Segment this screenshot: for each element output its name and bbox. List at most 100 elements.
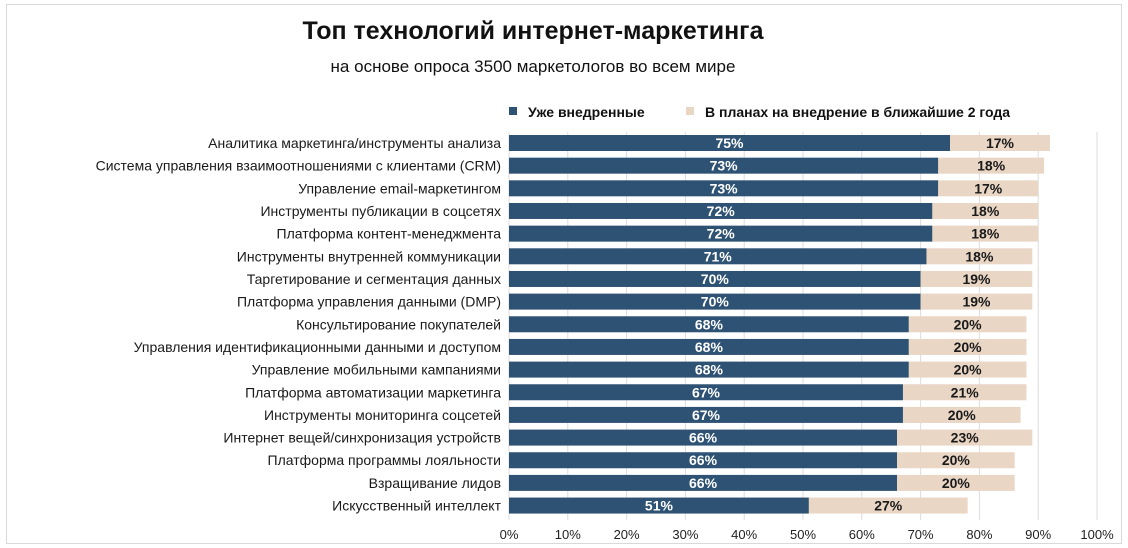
data-label: 23% [951, 430, 980, 446]
bar-implemented [509, 270, 921, 287]
bar-implemented [509, 180, 939, 197]
bar-implemented [509, 248, 927, 265]
legend-label: В планах на внедрение в ближайшие 2 года [705, 104, 1010, 120]
data-label: 67% [692, 407, 721, 423]
chart-title: Топ технологий интернет-маркетинга [302, 17, 764, 45]
bar-implemented [509, 157, 939, 174]
category-label: Инструменты публикации в соцсетях [260, 203, 501, 219]
legend-swatch [686, 107, 694, 115]
x-tick-label: 10% [555, 527, 581, 542]
x-tick-label: 50% [790, 527, 816, 542]
data-label: 27% [874, 498, 903, 514]
data-label: 20% [948, 407, 977, 423]
data-label: 71% [704, 248, 733, 264]
data-label: 68% [695, 362, 724, 378]
data-label: 73% [710, 158, 739, 174]
category-label: Управление мобильными кампаниями [252, 362, 501, 378]
category-label: Инструменты внутренней коммуникации [237, 248, 501, 264]
category-label: Взращивание лидов [369, 475, 501, 491]
data-label: 75% [715, 135, 744, 151]
data-label: 67% [692, 384, 721, 400]
x-tick-label: 40% [731, 527, 757, 542]
category-label: Платформа управления данными (DMP) [237, 294, 501, 310]
x-tick-label: 30% [672, 527, 698, 542]
bar-planned [808, 497, 968, 514]
category-label: Инструменты мониторинга соцсетей [264, 407, 501, 423]
bar-planned [902, 384, 1027, 401]
data-label: 66% [689, 452, 718, 468]
data-label: 21% [951, 384, 980, 400]
x-tick-label: 100% [1080, 527, 1114, 542]
data-label: 72% [707, 226, 736, 242]
data-label: 66% [689, 430, 718, 446]
category-label: Управления идентификационными данными и … [134, 339, 501, 355]
bar-implemented [509, 474, 898, 491]
bar-planned [897, 429, 1033, 446]
bar-planned [920, 270, 1033, 287]
bar-planned [932, 202, 1039, 219]
chart-frame [6, 4, 1122, 544]
data-label: 72% [707, 203, 736, 219]
bar-implemented [509, 316, 909, 333]
x-tick-label: 70% [908, 527, 934, 542]
bar-planned [908, 338, 1027, 355]
data-label: 19% [962, 294, 991, 310]
bar-planned [932, 225, 1039, 242]
data-label: 73% [710, 180, 739, 196]
bar-implemented [509, 384, 903, 401]
bar-implemented [509, 361, 909, 378]
data-label: 20% [942, 475, 971, 491]
bar-planned [950, 135, 1050, 151]
category-label: Платформа автоматизации маркетинга [245, 384, 501, 400]
bar-planned [902, 406, 1021, 423]
data-label: 51% [645, 498, 674, 514]
bar-planned [908, 361, 1027, 378]
data-label: 18% [977, 158, 1006, 174]
bar-planned [897, 452, 1015, 469]
x-tick-label: 0% [500, 527, 519, 542]
bar-implemented [509, 202, 933, 219]
x-tick-label: 90% [1025, 527, 1051, 542]
x-tick-label: 20% [614, 527, 640, 542]
data-label: 18% [965, 248, 994, 264]
category-label: Управление email-маркетингом [298, 180, 501, 196]
bar-planned [897, 474, 1015, 491]
category-label: Платформа программы лояльности [268, 452, 501, 468]
bar-implemented [509, 497, 809, 514]
bar-planned [938, 157, 1045, 174]
bar-planned [920, 293, 1033, 310]
bar-implemented [509, 225, 933, 242]
data-label: 18% [971, 226, 1000, 242]
category-label: Консультирование покупателей [296, 316, 501, 332]
category-label: Аналитика маркетинга/инструменты анализа [208, 135, 501, 151]
legend: Уже внедренные В планах на внедрение в бл… [509, 104, 1010, 120]
data-label: 19% [962, 271, 991, 287]
bars: 75% 17% 73% 18% 73% 17% 72% 18% 72% 18% 71% 18% 70% 1… [509, 135, 1050, 514]
data-label: 18% [971, 203, 1000, 219]
bar-implemented [509, 338, 909, 355]
legend-swatch [509, 107, 517, 115]
x-tick-label: 80% [966, 527, 992, 542]
data-label: 70% [701, 294, 730, 310]
bar-implemented [509, 406, 903, 423]
bar-implemented [509, 452, 898, 469]
category-label: Платформа контент-менеджмента [277, 226, 502, 242]
bar-implemented [509, 293, 921, 310]
category-label: Система управления взаимоотношениями с к… [96, 158, 501, 174]
data-label: 20% [942, 452, 971, 468]
data-label: 68% [695, 316, 724, 332]
data-label: 20% [954, 339, 983, 355]
data-label: 68% [695, 339, 724, 355]
category-label: Интернет вещей/синхронизация устройств [223, 430, 501, 446]
category-labels: Аналитика маркетинга/инструменты анализа… [96, 135, 502, 514]
category-label: Таргетирование и сегментация данных [247, 271, 501, 287]
data-label: 20% [954, 316, 983, 332]
category-label: Искусственный интеллект [332, 498, 501, 514]
bar-implemented [509, 135, 950, 151]
chart-subtitle: на основе опроса 3500 маркетологов во вс… [330, 57, 736, 76]
bar-planned [908, 316, 1027, 333]
x-tick-label: 60% [849, 527, 875, 542]
data-label: 20% [954, 362, 983, 378]
x-axis-ticks: 0% 10% 20% 30% 40% 50% 60% 70% 80% 90% 100% [500, 527, 1114, 542]
